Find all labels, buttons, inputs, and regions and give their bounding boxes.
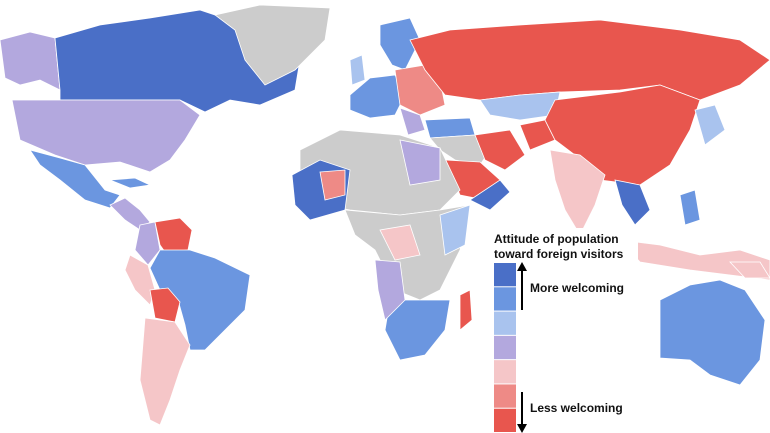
legend-swatch [494,408,516,432]
up-arrow-head [517,262,527,271]
less-welcoming-label: Less welcoming [530,401,623,415]
southern-africa [384,299,451,361]
congo [379,224,421,261]
turkey [424,117,476,139]
oman-yemen [469,179,511,211]
alaska [0,31,61,91]
egypt-sudan [399,139,441,186]
madagascar [459,289,473,331]
png [729,261,770,279]
down-arrow-head [517,424,527,433]
bolivia [149,287,181,323]
legend-swatch [494,311,516,335]
legend-swatch [494,335,516,360]
peru [124,254,156,306]
legend-swatches [494,263,516,432]
legend-title: toward foreign visitors [494,247,624,261]
iran [474,129,526,171]
se-asia [614,179,651,226]
venezuela [154,217,193,253]
mexico [29,149,121,209]
land [0,4,770,426]
india [549,149,606,236]
argentina [139,317,191,426]
uk [349,54,366,86]
legend-swatch [494,384,516,408]
russia [409,19,770,101]
east-africa [439,204,471,256]
korea-japan [694,104,726,146]
namibia-angola [374,259,406,321]
legend-swatch [494,360,516,384]
australia [659,279,766,386]
indonesia [618,239,770,281]
mali [319,169,346,201]
philippines [679,189,701,226]
legend-swatch [494,287,516,311]
greenland [214,4,331,86]
colombia [134,221,161,266]
central-america [109,197,151,231]
usa [11,99,201,173]
balkans [399,107,426,136]
cuba [109,177,152,189]
more-welcoming-label: More welcoming [530,281,624,295]
legend-title: Attitude of population [494,232,619,246]
legend: Attitude of population toward foreign vi… [488,228,638,433]
legend-swatch [494,263,516,287]
